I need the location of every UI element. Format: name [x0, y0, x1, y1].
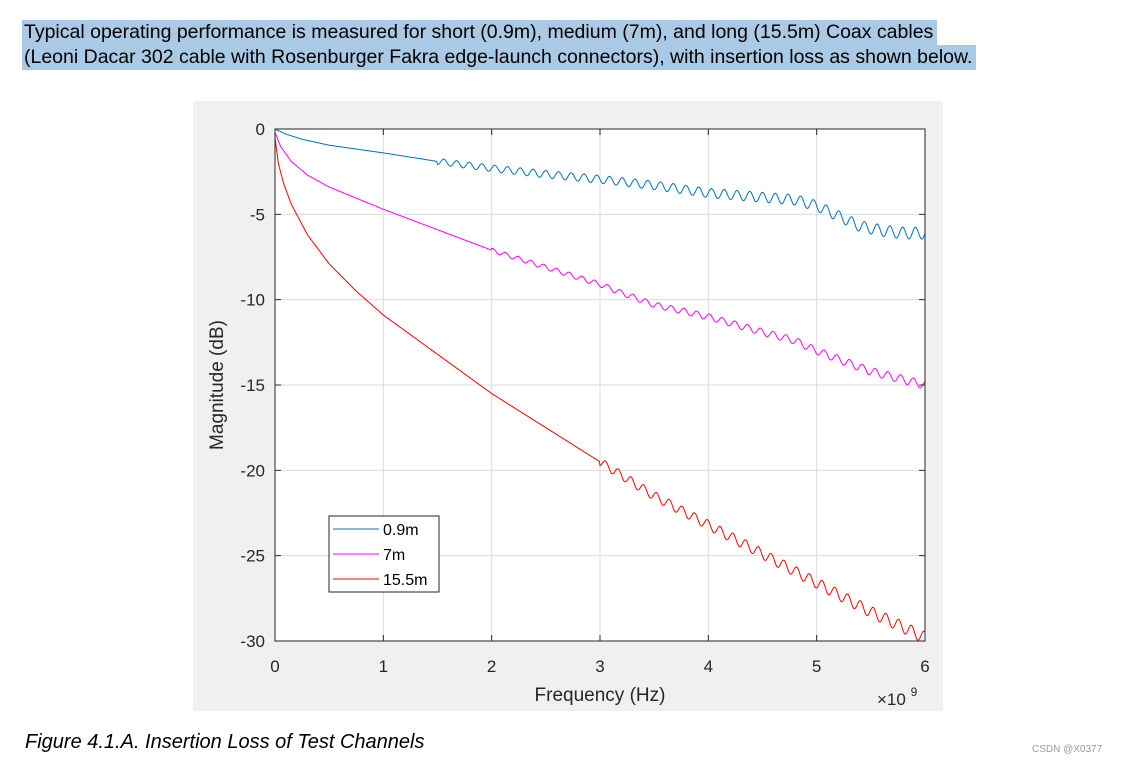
- legend-label-0-9m: 0.9m: [383, 522, 419, 539]
- series-line-0-9m: [274, 128, 926, 240]
- y-tick-label: 0: [256, 120, 265, 139]
- figure-caption: Figure 4.1.A. Insertion Loss of Test Cha…: [25, 731, 425, 753]
- y-tick-label: -5: [250, 205, 265, 224]
- series-line-15-5m: [274, 137, 926, 641]
- x-tick-label: 3: [595, 657, 604, 676]
- legend: 0.9m 7m 15.5m: [328, 515, 440, 593]
- x-tick-label: 1: [379, 657, 388, 676]
- series-line-7m: [274, 132, 926, 389]
- y-tick-label: -30: [240, 632, 265, 651]
- watermark: CSDN @X0377: [1032, 744, 1103, 755]
- x-exponent-power: 9: [911, 685, 918, 699]
- x-axis-label: Frequency (Hz): [535, 685, 666, 706]
- y-tick-label: -25: [240, 547, 265, 566]
- legend-label-7m: 7m: [383, 547, 405, 564]
- y-tick-label: -10: [240, 291, 265, 310]
- legend-label-15-5m: 15.5m: [383, 572, 427, 589]
- intro-line-2: (Leoni Dacar 302 cable with Rosenburger …: [22, 45, 977, 70]
- x-tick-label: 6: [920, 657, 929, 676]
- intro-paragraph: Typical operating performance is measure…: [22, 20, 977, 70]
- x-exponent: ×10 9: [877, 685, 918, 709]
- y-axis-label: Magnitude (dB): [207, 320, 228, 450]
- figure-panel: 0 1 2 3 4 5 6 0 -5 -10 -15 -20 -25 -30 Frequency (Hz)…: [193, 101, 943, 711]
- x-tick-label: 4: [704, 657, 713, 676]
- x-tick-label: 0: [270, 657, 279, 676]
- intro-line-1: Typical operating performance is measure…: [22, 20, 938, 45]
- x-tick-label: 2: [487, 657, 496, 676]
- x-exponent-base: ×10: [877, 690, 906, 709]
- x-tick-label: 5: [812, 657, 821, 676]
- series-layer: [274, 128, 926, 641]
- y-tick-label: -20: [240, 461, 265, 480]
- y-tick-label: -15: [240, 376, 265, 395]
- axis-ticks: 0 1 2 3 4 5 6 0 -5 -10 -15 -20 -25 -30: [240, 120, 929, 676]
- insertion-loss-chart: 0 1 2 3 4 5 6 0 -5 -10 -15 -20 -25 -30 Frequency (Hz)…: [207, 120, 930, 709]
